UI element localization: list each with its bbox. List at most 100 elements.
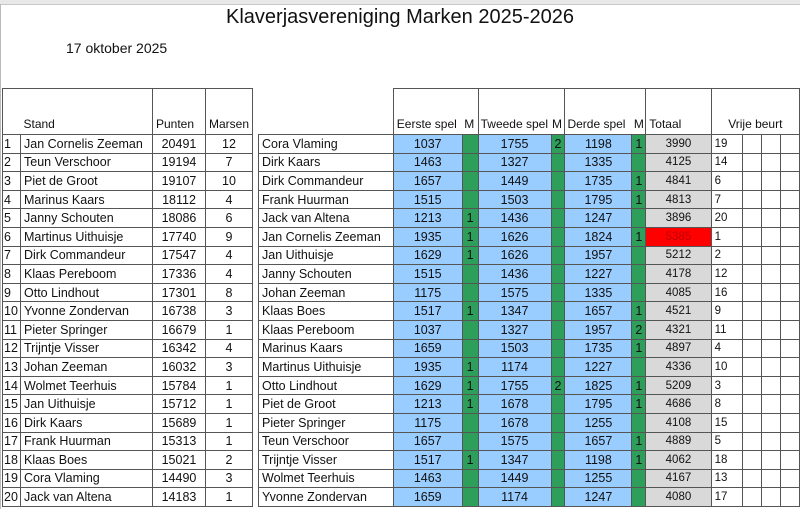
player-name-cell[interactable]: Pieter Springer (258, 412, 394, 433)
empty-cell[interactable] (780, 226, 800, 247)
empty-cell[interactable] (761, 189, 782, 210)
tweede-spel-cell[interactable]: 1626 (477, 245, 552, 266)
empty-cell[interactable] (780, 319, 800, 340)
eerste-spel-cell[interactable]: 1213 (392, 208, 463, 228)
totaal-cell[interactable]: 4167 (645, 468, 712, 489)
rank-cell[interactable]: 20 (2, 487, 21, 507)
player-name-cell[interactable]: Cora Vlaming (20, 468, 153, 489)
empty-cell[interactable] (780, 487, 800, 507)
punten-cell[interactable]: 15784 (152, 375, 206, 396)
empty-cell[interactable] (761, 412, 782, 433)
rank-cell[interactable]: 9 (2, 282, 21, 303)
mars-2-cell[interactable] (550, 431, 566, 452)
mars-3-cell[interactable] (631, 152, 647, 173)
derde-spel-cell[interactable]: 1795 (564, 189, 633, 210)
empty-cell[interactable] (742, 412, 763, 433)
empty-cell[interactable] (742, 245, 763, 266)
mars-2-cell[interactable] (550, 171, 566, 191)
totaal-cell[interactable]: 4321 (645, 319, 712, 340)
marsen-cell[interactable]: 7 (204, 152, 254, 173)
tweede-spel-cell[interactable]: 1678 (477, 412, 552, 433)
punten-cell[interactable]: 17336 (152, 264, 206, 284)
empty-cell[interactable] (761, 487, 782, 507)
empty-cell[interactable] (780, 301, 800, 321)
punten-cell[interactable]: 17301 (152, 282, 206, 303)
mars-2-cell[interactable]: 2 (550, 134, 566, 154)
mars-2-cell[interactable]: 2 (550, 375, 566, 396)
vrije-beurt-cell[interactable]: 16 (710, 282, 744, 303)
rank-cell[interactable]: 13 (2, 357, 21, 377)
player-name-cell[interactable]: Dirk Commandeur (258, 171, 394, 191)
totaal-cell[interactable]: 4813 (645, 189, 712, 210)
player-name-cell[interactable]: Piet de Groot (258, 394, 394, 414)
mars-3-cell[interactable]: 1 (631, 301, 647, 321)
empty-cell[interactable] (780, 282, 800, 303)
mars-3-cell[interactable]: 1 (631, 171, 647, 191)
tweede-spel-cell[interactable]: 1174 (477, 357, 552, 377)
vrije-beurt-cell[interactable]: 19 (710, 134, 744, 154)
totaal-cell[interactable]: 5385 (645, 226, 712, 247)
totaal-cell[interactable]: 4178 (645, 264, 712, 284)
empty-cell[interactable] (761, 338, 782, 359)
empty-cell[interactable] (780, 357, 800, 377)
tweede-spel-cell[interactable]: 1503 (477, 338, 552, 359)
vrije-beurt-cell[interactable]: 12 (710, 264, 744, 284)
empty-cell[interactable] (780, 189, 800, 210)
eerste-spel-cell[interactable]: 1515 (392, 189, 463, 210)
empty-cell[interactable] (761, 468, 782, 489)
rank-cell[interactable]: 19 (2, 468, 21, 489)
vrije-beurt-cell[interactable]: 18 (710, 450, 744, 470)
mars-2-cell[interactable] (550, 208, 566, 228)
player-name-cell[interactable]: Pieter Springer (20, 319, 153, 340)
mars-2-cell[interactable] (550, 301, 566, 321)
player-name-cell[interactable]: Teun Verschoor (258, 431, 394, 452)
marsen-cell[interactable]: 4 (204, 245, 254, 266)
vrije-beurt-cell[interactable]: 17 (710, 487, 744, 507)
totaal-cell[interactable]: 4897 (645, 338, 712, 359)
mars-3-cell[interactable]: 1 (631, 226, 647, 247)
vrije-beurt-cell[interactable]: 14 (710, 152, 744, 173)
player-name-cell[interactable]: Yvonne Zondervan (20, 301, 153, 321)
derde-spel-cell[interactable]: 1335 (564, 152, 633, 173)
mars-1-cell[interactable] (461, 189, 479, 210)
mars-1-cell[interactable] (461, 134, 479, 154)
tweede-spel-cell[interactable]: 1755 (477, 375, 552, 396)
empty-cell[interactable] (742, 301, 763, 321)
empty-cell[interactable] (742, 357, 763, 377)
empty-cell[interactable] (761, 450, 782, 470)
mars-1-cell[interactable]: 1 (461, 301, 479, 321)
player-name-cell[interactable]: Martinus Uithuisje (258, 357, 394, 377)
punten-cell[interactable]: 15313 (152, 431, 206, 452)
empty-cell[interactable] (742, 468, 763, 489)
vrije-beurt-cell[interactable]: 10 (710, 357, 744, 377)
mars-1-cell[interactable] (461, 468, 479, 489)
derde-spel-cell[interactable]: 1335 (564, 282, 633, 303)
mars-2-cell[interactable] (550, 152, 566, 173)
derde-spel-cell[interactable]: 1825 (564, 375, 633, 396)
eerste-spel-cell[interactable]: 1037 (392, 319, 463, 340)
totaal-cell[interactable]: 4336 (645, 357, 712, 377)
mars-3-cell[interactable]: 2 (631, 319, 647, 340)
vrije-beurt-cell[interactable]: 1 (710, 226, 744, 247)
empty-cell[interactable] (742, 338, 763, 359)
marsen-cell[interactable]: 3 (204, 468, 254, 489)
eerste-spel-cell[interactable]: 1213 (392, 394, 463, 414)
derde-spel-cell[interactable]: 1247 (564, 487, 633, 507)
vrije-beurt-cell[interactable]: 3 (710, 375, 744, 396)
punten-cell[interactable]: 16679 (152, 319, 206, 340)
vrije-beurt-cell[interactable]: 8 (710, 394, 744, 414)
totaal-cell[interactable]: 4889 (645, 431, 712, 452)
totaal-cell[interactable]: 4841 (645, 171, 712, 191)
totaal-cell[interactable]: 4521 (645, 301, 712, 321)
player-name-cell[interactable]: Janny Schouten (20, 208, 153, 228)
rank-cell[interactable]: 17 (2, 431, 21, 452)
mars-3-cell[interactable] (631, 282, 647, 303)
punten-cell[interactable]: 18086 (152, 208, 206, 228)
tweede-spel-cell[interactable]: 1174 (477, 487, 552, 507)
mars-1-cell[interactable]: 1 (461, 357, 479, 377)
rank-cell[interactable]: 2 (2, 152, 21, 173)
mars-2-cell[interactable] (550, 189, 566, 210)
mars-3-cell[interactable] (631, 412, 647, 433)
punten-cell[interactable]: 19194 (152, 152, 206, 173)
tweede-spel-cell[interactable]: 1678 (477, 394, 552, 414)
